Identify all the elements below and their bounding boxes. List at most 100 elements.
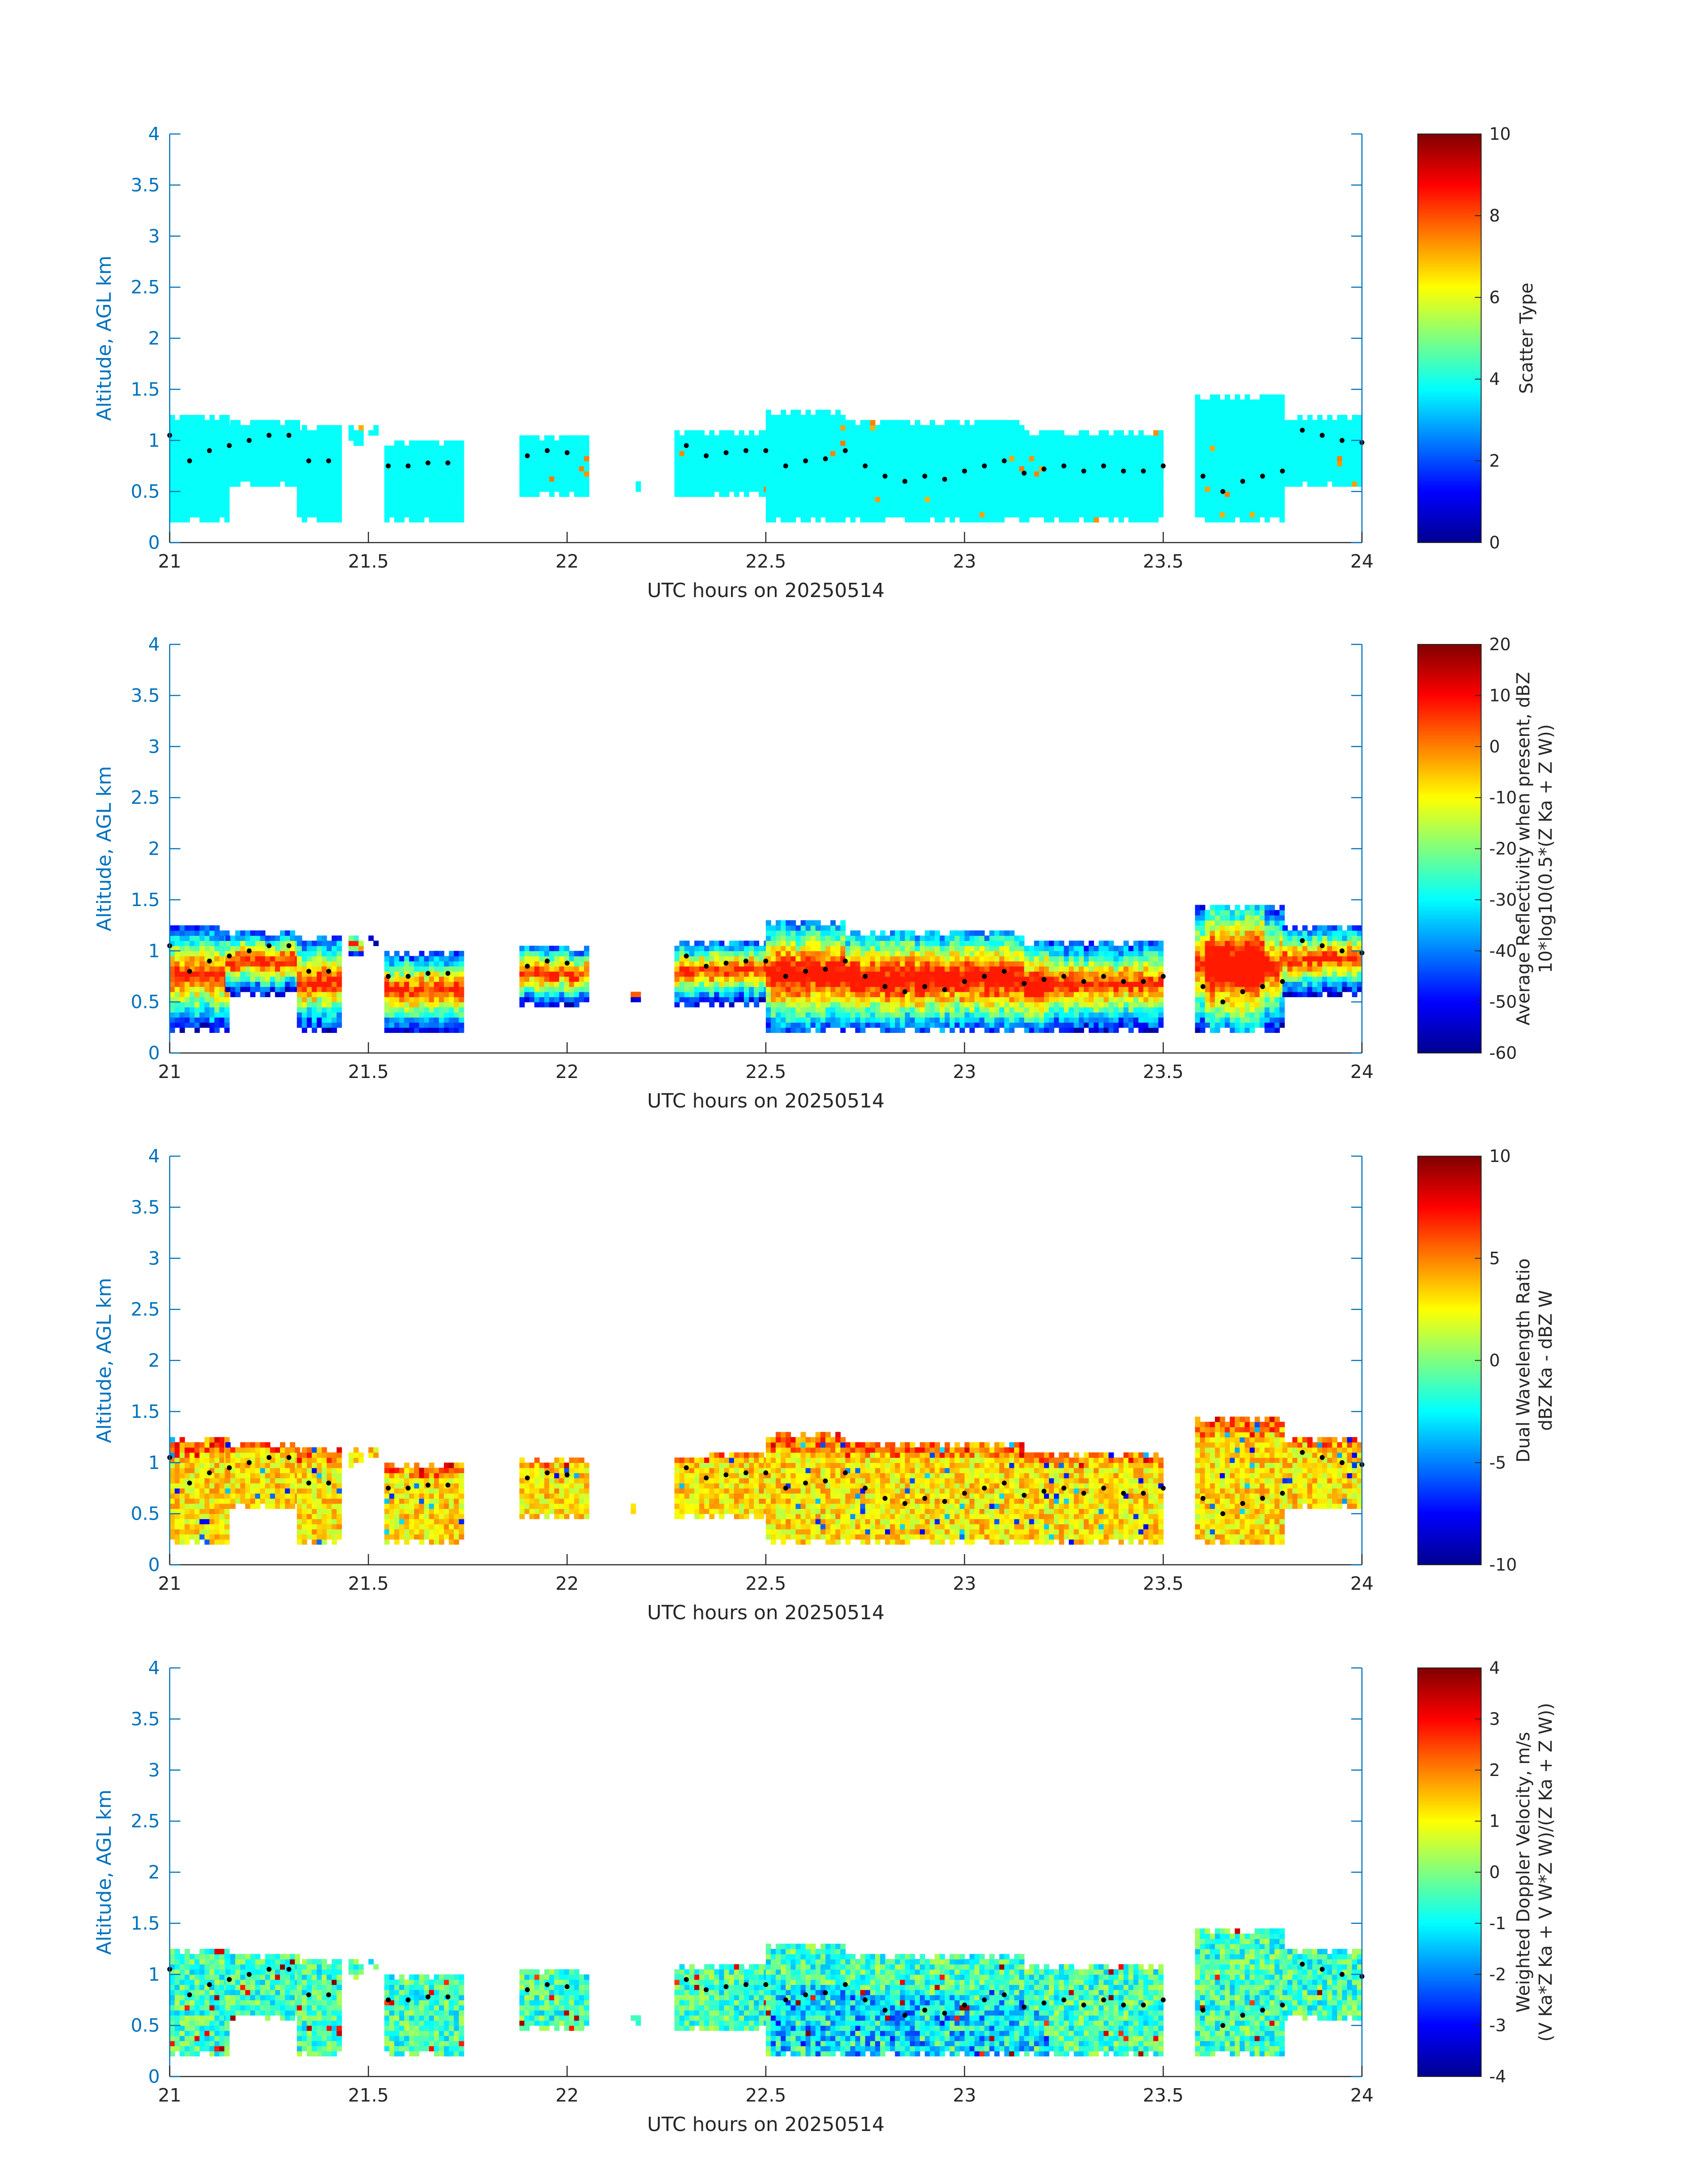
heatmap-cell	[1215, 476, 1220, 482]
heatmap-cell	[1244, 476, 1250, 482]
heatmap-cell	[754, 486, 760, 492]
heatmap-cell	[584, 945, 589, 951]
heatmap-cell	[394, 951, 400, 957]
heatmap-cell	[850, 466, 856, 472]
heatmap-cell	[850, 435, 856, 441]
heatmap-cell	[674, 956, 680, 961]
heatmap-cell	[1205, 476, 1211, 482]
heatmap-cell	[845, 455, 851, 461]
heatmap-cell	[429, 455, 434, 461]
heatmap-cell	[175, 971, 180, 977]
heatmap-cell	[1014, 501, 1020, 507]
heatmap-cell	[776, 945, 781, 951]
heatmap-cell	[1249, 415, 1255, 421]
heatmap-cell	[1307, 430, 1313, 436]
cloud-top-marker	[1340, 438, 1345, 443]
heatmap-cell	[1264, 430, 1270, 436]
heatmap-cell	[204, 506, 210, 513]
heatmap-cell	[1244, 461, 1250, 467]
heatmap-cell	[1312, 455, 1318, 461]
heatmap-cell	[424, 1007, 430, 1013]
heatmap-cell	[806, 945, 811, 951]
heatmap-cell	[307, 491, 312, 497]
heatmap-cell	[919, 517, 925, 522]
heatmap-cell	[729, 991, 735, 997]
heatmap-cell	[219, 435, 225, 441]
heatmap-cell	[679, 940, 685, 946]
heatmap-cell	[714, 466, 720, 472]
cloud-top-marker	[386, 463, 391, 468]
heatmap-cell	[919, 445, 925, 451]
heatmap-cell	[275, 961, 280, 967]
heatmap-cell	[414, 506, 420, 513]
heatmap-cell	[1205, 399, 1211, 405]
heatmap-cell	[776, 991, 781, 997]
heatmap-cell	[910, 461, 915, 467]
heatmap-cell	[414, 1027, 420, 1033]
cloud-top-marker	[1161, 463, 1166, 468]
heatmap-cell	[230, 430, 236, 436]
heatmap-cell	[820, 435, 826, 441]
heatmap-cell	[679, 445, 685, 451]
heatmap-cell	[544, 981, 550, 987]
heatmap-cell	[459, 451, 464, 456]
heatmap-cell	[326, 486, 332, 492]
heatmap-cell	[449, 971, 455, 977]
heatmap-cell	[1274, 420, 1280, 426]
heatmap-cell	[1270, 430, 1275, 436]
heatmap-cell	[850, 476, 856, 482]
heatmap-cell	[1270, 512, 1275, 518]
heatmap-cell	[331, 476, 337, 482]
heatmap-cell	[1347, 461, 1353, 467]
heatmap-cell	[719, 951, 725, 957]
heatmap-cell	[1014, 451, 1020, 456]
heatmap-cell	[389, 481, 395, 487]
heatmap-cell	[1059, 440, 1065, 446]
heatmap-cell	[781, 466, 786, 472]
heatmap-cell	[1230, 476, 1235, 482]
heatmap-cell	[312, 455, 317, 461]
heatmap-cell	[1073, 481, 1079, 487]
heatmap-cell	[317, 451, 322, 456]
heatmap-cell	[1064, 497, 1069, 502]
heatmap-cell	[729, 940, 735, 946]
heatmap-cell	[1158, 491, 1164, 497]
heatmap-cell	[999, 461, 1005, 467]
heatmap-cell	[781, 455, 786, 461]
heatmap-cell	[1259, 435, 1265, 441]
heatmap-cell	[275, 451, 280, 456]
heatmap-cell	[544, 451, 550, 456]
heatmap-cell	[704, 966, 710, 972]
heatmap-cell	[419, 1017, 425, 1023]
heatmap-cell	[800, 1022, 806, 1028]
heatmap-cell	[895, 497, 901, 502]
heatmap-cell	[915, 455, 920, 461]
heatmap-cell	[1108, 497, 1114, 502]
heatmap-cell	[1128, 461, 1134, 467]
heatmap-cell	[170, 425, 175, 431]
heatmap-cell	[312, 461, 317, 467]
heatmap-cell	[744, 971, 749, 977]
heatmap-cell	[974, 461, 980, 467]
heatmap-cell	[307, 497, 312, 502]
heatmap-cell	[820, 506, 826, 513]
heatmap-cell	[1235, 491, 1240, 497]
heatmap-cell	[1254, 486, 1260, 492]
heatmap-cell	[729, 440, 735, 446]
heatmap-cell	[1039, 440, 1044, 446]
heatmap-cell	[270, 976, 276, 982]
heatmap-cell	[1069, 517, 1074, 522]
heatmap-cell	[175, 476, 180, 482]
heatmap-cell	[199, 991, 205, 997]
heatmap-cell	[776, 512, 781, 518]
heatmap-cell	[1158, 435, 1164, 441]
heatmap-cell	[549, 445, 555, 451]
heatmap-cell	[974, 466, 980, 472]
heatmap-cell	[235, 966, 241, 972]
heatmap-cell	[689, 455, 695, 461]
heatmap-cell	[830, 471, 836, 477]
heatmap-cell	[999, 440, 1005, 446]
heatmap-cell	[204, 1007, 210, 1013]
heatmap-cell	[539, 951, 545, 957]
heatmap-cell	[1024, 476, 1030, 482]
